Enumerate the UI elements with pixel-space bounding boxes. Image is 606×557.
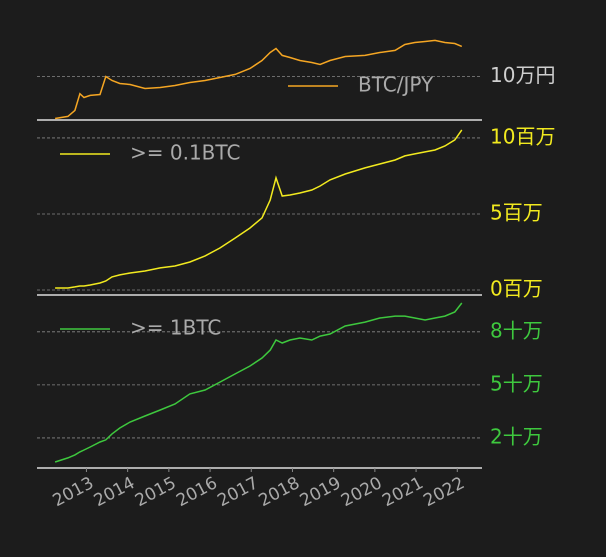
y-tick-label: 5百万 — [490, 200, 543, 224]
x-tick-label: 2020 — [338, 473, 386, 511]
series-line — [54, 39, 463, 120]
x-tick-label: 2019 — [297, 473, 345, 511]
x-tick-label: 2016 — [173, 473, 221, 511]
x-tick-label: 2013 — [50, 473, 98, 511]
y-tick-label: 0百万 — [490, 276, 543, 300]
legend-label: BTC/JPY — [358, 73, 434, 97]
x-tick-label: 2017 — [214, 473, 262, 511]
series-line — [55, 129, 463, 289]
x-tick-label: 2021 — [379, 473, 427, 511]
x-tick-label: 2014 — [91, 473, 139, 511]
x-tick-label: 2018 — [256, 473, 304, 511]
y-tick-label: 2十万 — [490, 424, 543, 448]
y-tick-label: 10万円 — [490, 63, 555, 87]
y-tick-label: 5十万 — [490, 371, 543, 395]
series-line — [54, 302, 463, 463]
x-tick-label: 2022 — [420, 473, 468, 511]
legend-label: >= 1BTC — [130, 316, 221, 340]
y-tick-label: 10百万 — [490, 124, 555, 148]
x-tick-label: 2015 — [132, 473, 180, 511]
legend-label: >= 0.1BTC — [130, 141, 240, 165]
y-tick-label: 8十万 — [490, 318, 543, 342]
